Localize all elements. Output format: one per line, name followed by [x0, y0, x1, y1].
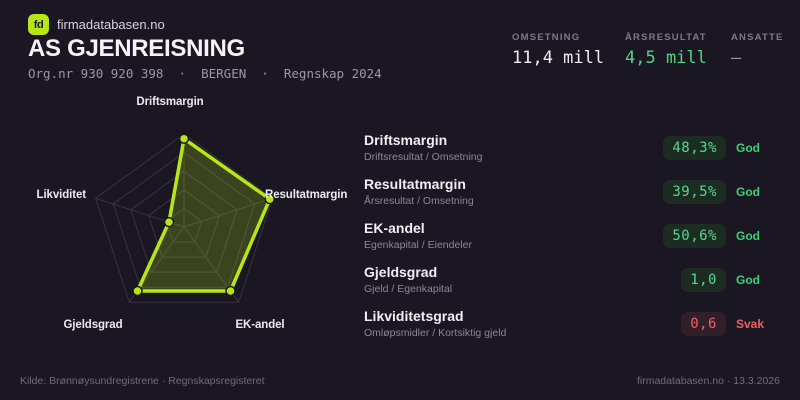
- stat-omsetning: OMSETNING 11,4 mill: [512, 32, 604, 68]
- metric-row: Driftsmargin Driftsresultat / Omsetning …: [364, 126, 780, 170]
- org-number-line: Org.nr 930 920 398 · BERGEN · Regnskap 2…: [28, 66, 382, 81]
- metric-text: Likviditetsgrad Omløpsmidler / Kortsikti…: [364, 308, 506, 340]
- metric-right: 0,6 Svak: [681, 312, 780, 336]
- radar-chart-svg: [95, 133, 276, 303]
- metric-formula: Gjeld / Egenkapital: [364, 282, 453, 295]
- metric-name: EK-andel: [364, 220, 425, 237]
- radar-chart: Driftsmargin Resultatmargin EK-andel Gje…: [0, 0, 360, 360]
- metric-name: Gjeldsgrad: [364, 264, 438, 281]
- radar-axis-gjeldsgrad: Gjeldsgrad: [63, 319, 123, 331]
- metric-status-badge: God: [736, 185, 760, 199]
- metric-value-pill: 0,6: [681, 312, 726, 336]
- metric-row: Gjeldsgrad Gjeld / Egenkapital 1,0 God: [364, 258, 780, 302]
- metric-value-pill: 50,6%: [663, 224, 726, 248]
- radar-axis-driftsmargin: Driftsmargin: [136, 96, 204, 108]
- metric-status-badge: God: [736, 229, 760, 243]
- metric-text: Gjeldsgrad Gjeld / Egenkapital: [364, 264, 452, 296]
- metric-formula: Årsresultat / Omsetning: [364, 194, 474, 207]
- metric-text: Driftsmargin Driftsresultat / Omsetning: [364, 132, 482, 164]
- footer-site-date: firmadatabasen.no · 13.3.2026: [636, 375, 780, 387]
- metric-name: Likviditetsgrad: [364, 308, 464, 325]
- metric-right: 39,5% God: [663, 180, 780, 204]
- radar-axis-ek-andel: EK-andel: [235, 319, 285, 331]
- metric-value-pill: 48,3%: [663, 136, 726, 160]
- metric-value-pill: 1,0: [681, 268, 726, 292]
- page-title: AS GJENREISNING: [28, 35, 245, 62]
- metric-row: EK-andel Egenkapital / Eiendeler 50,6% G…: [364, 214, 780, 258]
- metric-text: EK-andel Egenkapital / Eiendeler: [364, 220, 472, 252]
- radar-axis-likviditet: Likviditet: [36, 189, 87, 201]
- brand: fd firmadatabasen.no: [28, 14, 165, 35]
- metric-name: Driftsmargin: [364, 132, 448, 149]
- stat-arsresultat: ÅRSRESULTAT 4,5 mill: [625, 32, 707, 68]
- metric-value-pill: 39,5%: [663, 180, 726, 204]
- metric-status-badge: Svak: [736, 317, 765, 331]
- metric-formula: Driftsresultat / Omsetning: [364, 150, 483, 163]
- stat-arsresultat-value: 4,5 mill: [625, 48, 707, 68]
- metric-row: Likviditetsgrad Omløpsmidler / Kortsikti…: [364, 302, 780, 346]
- stat-arsresultat-label: ÅRSRESULTAT: [625, 32, 707, 43]
- firmadatabasen-logo-icon: fd: [28, 14, 49, 35]
- metric-formula: Egenkapital / Eiendeler: [364, 238, 472, 251]
- metric-right: 50,6% God: [663, 224, 780, 248]
- site-name: firmadatabasen.no: [57, 17, 165, 32]
- footer-source: Kilde: Brønnøysundregistrene · Regnskaps…: [20, 375, 265, 387]
- metric-row: Resultatmargin Årsresultat / Omsetning 3…: [364, 170, 780, 214]
- metric-right: 48,3% God: [663, 136, 780, 160]
- metric-text: Resultatmargin Årsresultat / Omsetning: [364, 176, 474, 208]
- metric-status-badge: God: [736, 273, 760, 287]
- metric-name: Resultatmargin: [364, 176, 466, 193]
- stat-ansatte: ANSATTE –: [731, 32, 784, 68]
- metric-formula: Omløpsmidler / Kortsiktig gjeld: [364, 326, 507, 339]
- stat-ansatte-label: ANSATTE: [731, 32, 784, 43]
- metric-status-badge: God: [736, 141, 760, 155]
- radar-axis-resultatmargin: Resultatmargin: [265, 189, 348, 201]
- stat-omsetning-value: 11,4 mill: [512, 48, 605, 68]
- metric-right: 1,0 God: [681, 268, 780, 292]
- stat-ansatte-value: –: [731, 48, 742, 68]
- stat-omsetning-label: OMSETNING: [512, 32, 581, 43]
- metrics-list: Driftsmargin Driftsresultat / Omsetning …: [364, 126, 780, 346]
